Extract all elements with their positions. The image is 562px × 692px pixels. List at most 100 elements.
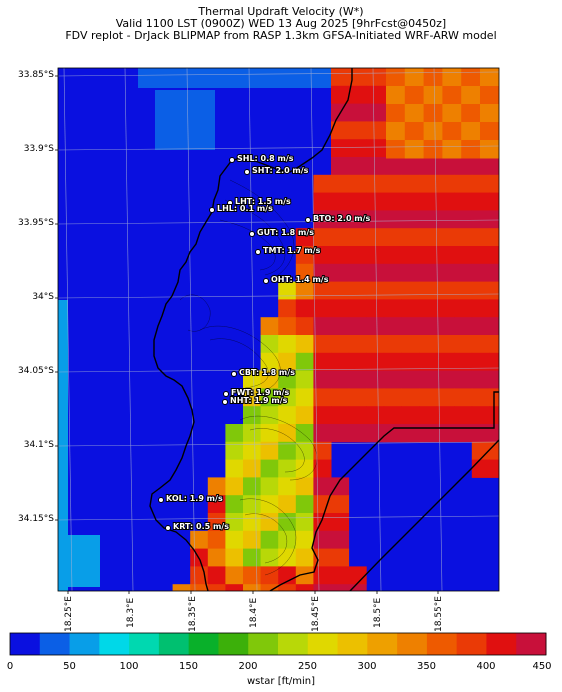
wstar-cell [243, 495, 262, 514]
station-dot [255, 249, 261, 255]
wstar-cell [419, 370, 438, 389]
wstar-cell [383, 352, 402, 372]
wstar-cell [331, 530, 350, 550]
wstar-cell [295, 388, 314, 407]
colorbar-tick-label: 300 [357, 661, 377, 672]
wstar-cell [331, 85, 350, 105]
wstar-cell [260, 530, 279, 550]
wstar-cell [313, 566, 332, 585]
wstar-cell [260, 317, 279, 336]
wstar-cell [278, 335, 297, 354]
station-markers: SHL: 0.8 m/s SHT: 2.0 m/s LHT: 1.5 m/sLHL:… [158, 153, 372, 532]
wstar-cell [366, 85, 385, 105]
wstar-cell [260, 584, 279, 591]
wstar-cell [454, 228, 473, 247]
wstar-cell [348, 157, 367, 176]
x-tick-label: 18.4°E [249, 597, 259, 628]
wstar-cell [489, 281, 499, 300]
wstar-cell [442, 122, 462, 141]
wstar-cell [419, 263, 438, 283]
wstar-cell [278, 513, 297, 532]
wstar-cell [383, 388, 402, 407]
wstar-cell [331, 548, 350, 567]
wstar-cell [348, 317, 367, 336]
station-dot [229, 157, 235, 163]
wstar-cell [454, 157, 473, 176]
wstar-cell [348, 85, 367, 105]
wstar-cell [366, 121, 385, 140]
wstar-cell [348, 246, 367, 265]
colorbar-swatch [367, 633, 398, 655]
wstar-cell [331, 210, 350, 229]
wstar-cell [480, 122, 499, 141]
wstar-cell [461, 122, 481, 141]
wstar-cell [313, 210, 332, 229]
wstar-cell [366, 317, 385, 336]
wstar-cell [331, 370, 350, 389]
wstar-cell [383, 246, 402, 265]
wstar-cell [207, 513, 226, 532]
contour-line [199, 325, 281, 396]
colorbar-frame [9, 632, 547, 656]
wstar-cell [207, 495, 226, 514]
wstar-cell [225, 513, 244, 532]
station-label: KRT: 0.5 m/s [173, 522, 229, 531]
wstar-cell [331, 281, 350, 300]
wstar-cell [172, 584, 191, 591]
colorbar [9, 632, 547, 656]
wstar-cell [454, 174, 473, 194]
coastline-false-bay-east [349, 439, 499, 591]
wstar-cell [313, 263, 332, 283]
wstar-cell [295, 406, 314, 425]
wstar-cell [260, 370, 279, 389]
wstar-cell [348, 388, 367, 407]
station-dot [249, 231, 255, 237]
colorbar-label: wstar [ft/min] [246, 676, 316, 687]
wstar-cell [313, 228, 332, 247]
wstar-cell [331, 228, 350, 247]
wstar-cell [454, 192, 473, 211]
wstar-cell [383, 335, 402, 354]
wstar-cell [419, 192, 438, 211]
wstar-cell [461, 104, 481, 123]
colorbar-tick-label: 100 [119, 661, 139, 672]
wstar-cell [461, 140, 481, 159]
colorbar-swatch [516, 633, 547, 655]
wstar-cell [260, 548, 279, 567]
wstar-cell [331, 68, 350, 87]
colorbar-swatch [69, 633, 100, 655]
wstar-cell [225, 566, 244, 585]
wstar-cell [489, 192, 499, 211]
wstar-cell [225, 424, 244, 443]
wstar-cell [278, 530, 297, 550]
wstar-cell [243, 584, 262, 591]
station-label: LHL: 0.1 m/s [217, 204, 273, 213]
wstar-cell [383, 157, 402, 176]
wstar-cell [419, 388, 438, 407]
wstar-cell [331, 317, 350, 336]
wstar-cell [313, 424, 332, 443]
station-label: FWT: 1.9 m/s [231, 388, 290, 397]
station-label: TMT: 1.7 m/s [263, 246, 321, 255]
wstar-cell [386, 86, 406, 105]
wstar-cell [366, 281, 385, 300]
y-tick-label: 34.05°S [18, 366, 54, 376]
wstar-cell [401, 406, 420, 425]
wstar-cell [366, 246, 385, 265]
wstar-cell [331, 335, 350, 354]
wstar-cell [331, 424, 350, 443]
wstar-cell [331, 174, 350, 194]
wstar-cell [295, 530, 314, 550]
wstar-cell [331, 139, 350, 158]
wstar-cell [471, 370, 490, 389]
wstar-cell [454, 263, 473, 283]
wstar-cell [436, 174, 455, 194]
wstar-cell [404, 86, 425, 105]
map-title: Thermal Updraft Velocity (W*) [198, 5, 364, 18]
wstar-cell [471, 263, 490, 283]
meridian-line [186, 68, 196, 591]
wstar-cell [295, 495, 314, 514]
wstar-cell [295, 513, 314, 532]
wstar-cell [401, 281, 420, 300]
